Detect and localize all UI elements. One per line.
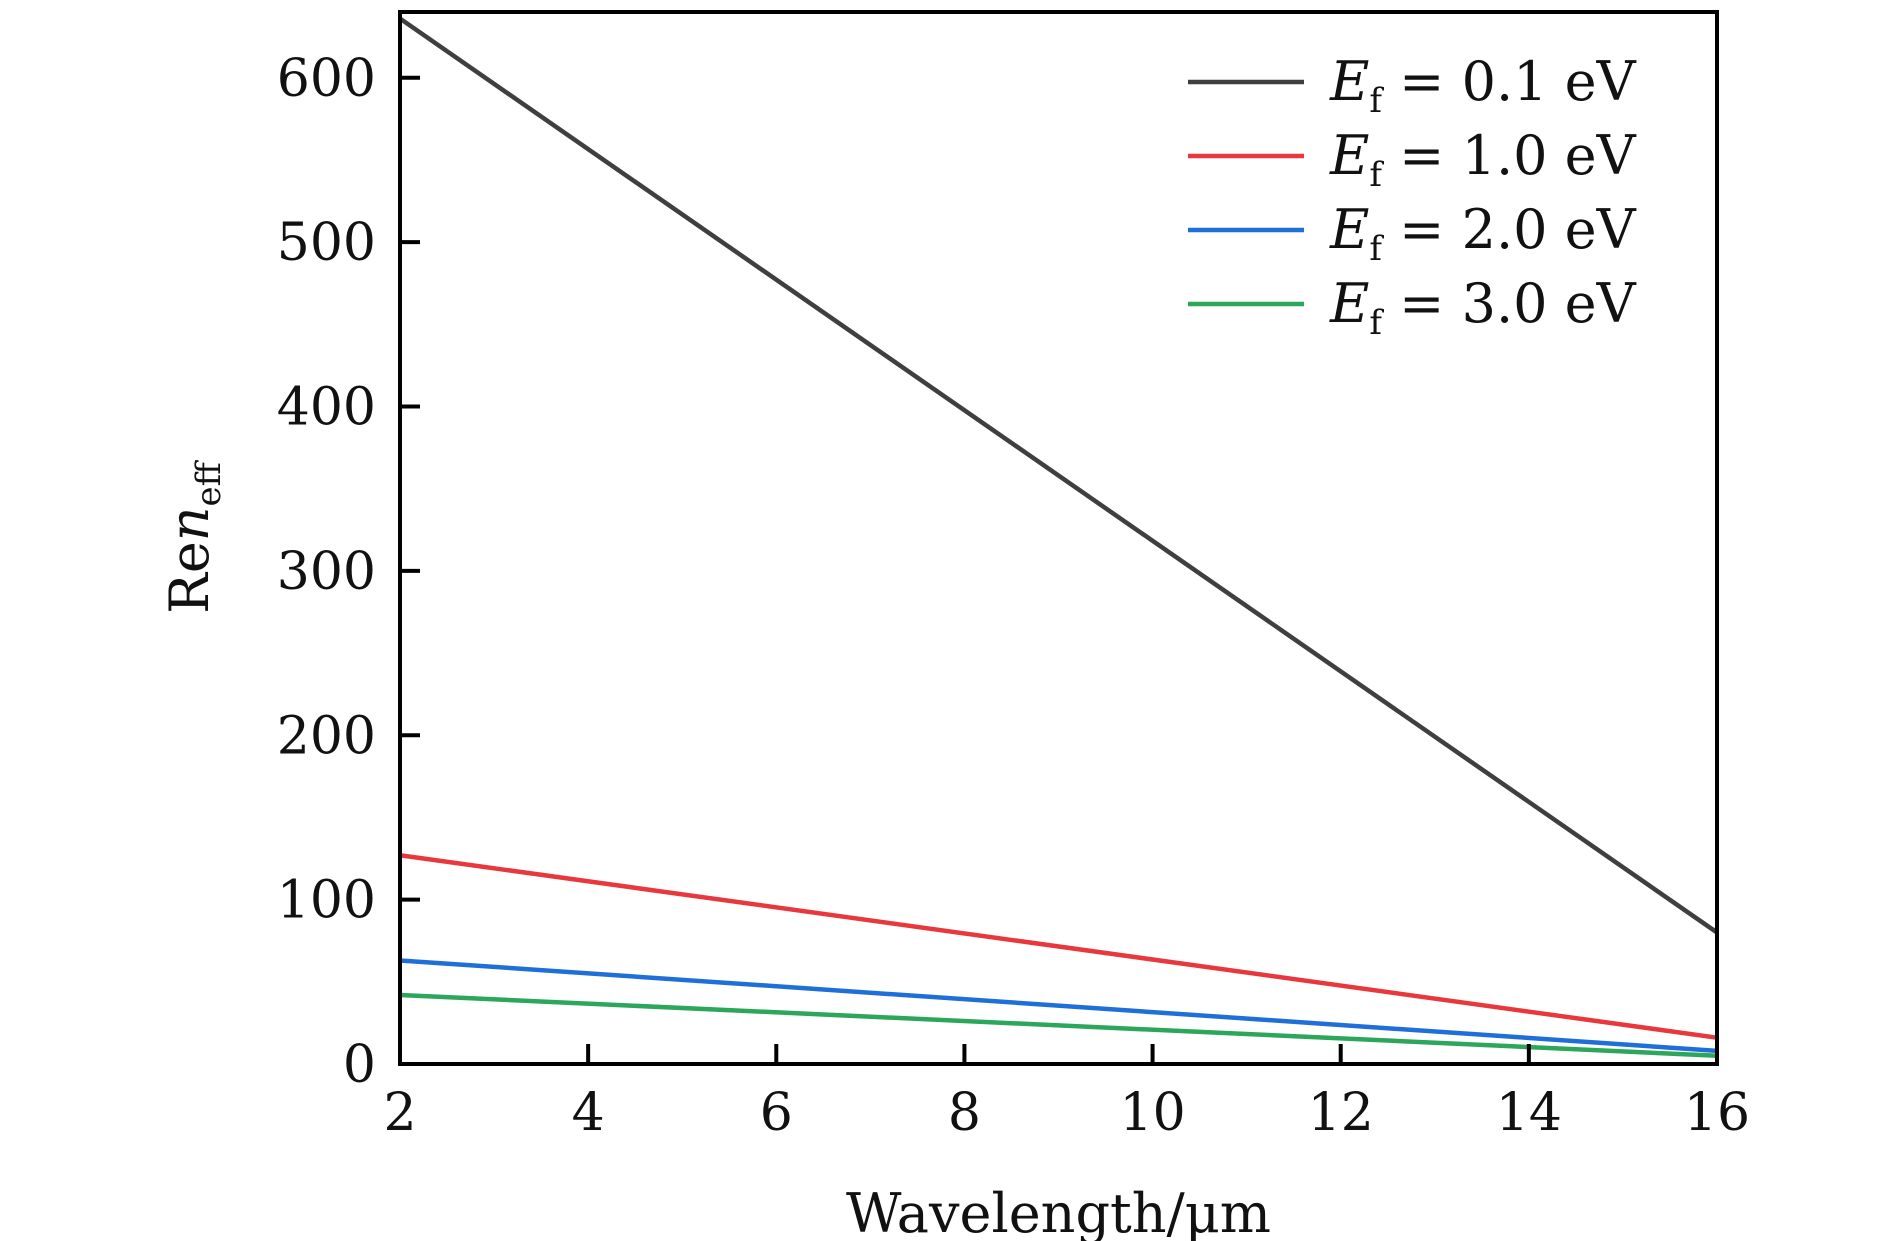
legend-label-subscript: f — [1369, 81, 1384, 121]
series-line-1 — [398, 16, 1719, 935]
x-axis-title: Wavelength/μm — [846, 1182, 1271, 1241]
legend-label-symbol: E — [1329, 124, 1369, 187]
x-tick-label-14: 14 — [1496, 1083, 1562, 1143]
legend-item-4: Ef = 3.0 eV — [1188, 272, 1637, 343]
legend-label-1: Ef = 0.1 eV — [1329, 50, 1637, 121]
series-lines — [398, 16, 1719, 1059]
x-tick-label-8: 8 — [948, 1083, 981, 1143]
x-tick-label-16: 16 — [1684, 1083, 1750, 1143]
legend-item-2: Ef = 1.0 eV — [1188, 124, 1637, 195]
series-line-2 — [399, 853, 1718, 1040]
axis-ticks — [400, 75, 1531, 1064]
axis-tick-labels: 2 4 6 8 10 12 14 16 0 100 200 300 400 500 600 — [277, 49, 1750, 1143]
legend-label-subscript: f — [1369, 229, 1384, 269]
legend-label-3: Ef = 2.0 eV — [1329, 198, 1637, 269]
y-tick-label-500: 500 — [277, 213, 376, 273]
y-axis-title-subscript: eff — [189, 459, 229, 506]
y-tick-label-100: 100 — [277, 871, 376, 931]
x-tick-label-6: 6 — [760, 1083, 793, 1143]
y-axis-title: Reneff — [158, 459, 229, 614]
y-tick-label-200: 200 — [277, 706, 376, 766]
legend-label-value: = 2.0 eV — [1382, 198, 1637, 261]
legend-label-value: = 1.0 eV — [1382, 124, 1637, 187]
x-tick-label-12: 12 — [1308, 1083, 1374, 1143]
y-tick-label-400: 400 — [277, 378, 376, 438]
series-line-3 — [399, 958, 1718, 1054]
y-axis-title-symbol: n — [158, 506, 221, 541]
x-tick-label-10: 10 — [1119, 1083, 1185, 1143]
legend-label-4: Ef = 3.0 eV — [1329, 272, 1637, 343]
legend-label-value: = 3.0 eV — [1382, 272, 1637, 335]
legend-label-2: Ef = 1.0 eV — [1329, 124, 1637, 195]
x-tick-label-4: 4 — [572, 1083, 605, 1143]
legend-label-subscript: f — [1369, 155, 1384, 195]
series-line-4 — [399, 992, 1718, 1059]
legend-label-symbol: E — [1329, 198, 1369, 261]
y-axis-title-prefix: Re — [158, 541, 221, 614]
legend-item-1: Ef = 0.1 eV — [1188, 50, 1637, 121]
legend-label-symbol: E — [1329, 50, 1369, 113]
legend-label-subscript: f — [1369, 303, 1384, 343]
plot-frame — [398, 10, 1719, 1066]
y-tick-label-600: 600 — [277, 49, 376, 109]
y-tick-label-300: 300 — [277, 542, 376, 602]
x-tick-label-2: 2 — [383, 1083, 416, 1143]
y-tick-label-0: 0 — [343, 1035, 376, 1095]
legend-label-value: = 0.1 eV — [1382, 50, 1637, 113]
legend-item-3: Ef = 2.0 eV — [1188, 198, 1637, 269]
legend-label-symbol: E — [1329, 272, 1369, 335]
